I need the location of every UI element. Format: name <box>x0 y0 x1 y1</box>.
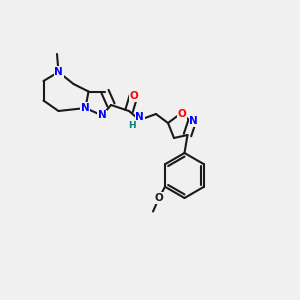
Text: H: H <box>128 122 136 130</box>
Text: N: N <box>135 112 144 122</box>
Text: O: O <box>129 91 138 101</box>
Text: N: N <box>98 110 106 121</box>
Text: N: N <box>81 103 90 113</box>
Text: N: N <box>189 116 198 127</box>
Text: O: O <box>177 109 186 119</box>
Text: N: N <box>54 67 63 77</box>
Text: O: O <box>154 193 164 203</box>
